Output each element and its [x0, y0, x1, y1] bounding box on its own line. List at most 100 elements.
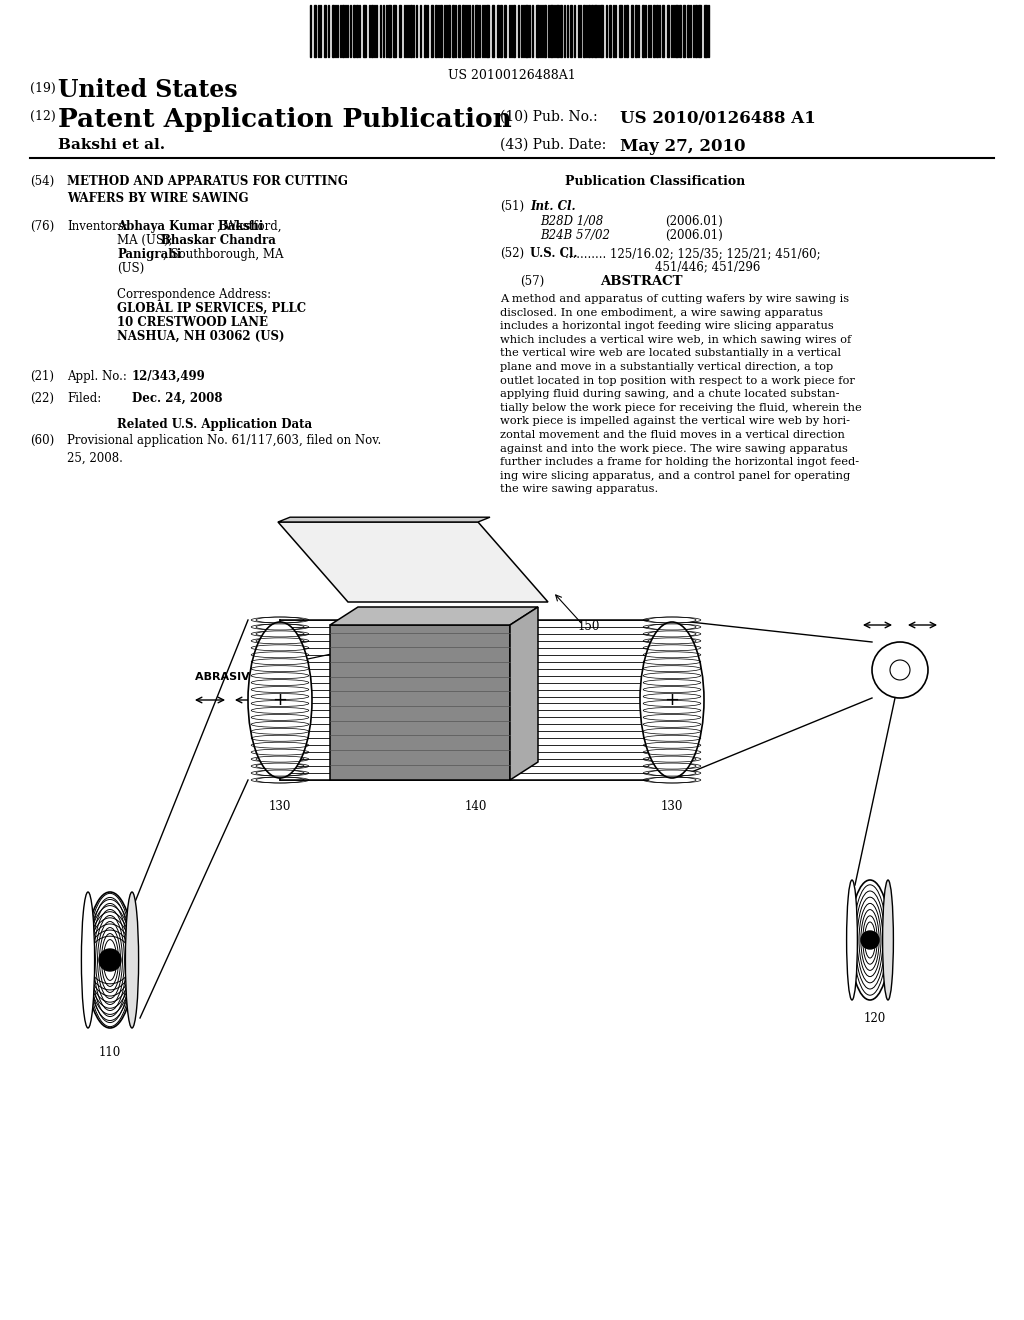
Bar	[424, 5, 426, 57]
Text: B28D 1/08: B28D 1/08	[540, 215, 603, 228]
Ellipse shape	[86, 892, 134, 1028]
Polygon shape	[330, 607, 538, 624]
Bar	[656, 5, 658, 57]
Ellipse shape	[648, 680, 696, 685]
Circle shape	[861, 931, 879, 949]
Ellipse shape	[648, 665, 696, 672]
Bar	[362, 5, 366, 57]
Ellipse shape	[648, 721, 696, 727]
Bar	[698, 5, 701, 57]
Bar	[452, 5, 454, 57]
Text: Bhaskar Chandra: Bhaskar Chandra	[161, 234, 275, 247]
Bar	[536, 5, 539, 57]
Text: MA (US);: MA (US);	[117, 234, 176, 247]
Text: Patent Application Publication: Patent Application Publication	[58, 107, 512, 132]
Ellipse shape	[648, 693, 696, 700]
Ellipse shape	[648, 686, 696, 693]
Text: Panigrahi: Panigrahi	[117, 248, 181, 261]
Ellipse shape	[648, 616, 696, 623]
Bar	[631, 5, 633, 57]
Ellipse shape	[883, 880, 893, 1001]
Ellipse shape	[648, 729, 696, 734]
Bar	[556, 5, 559, 57]
Bar	[462, 5, 464, 57]
Text: ........... 125/16.02; 125/35; 125/21; 451/60;: ........... 125/16.02; 125/35; 125/21; 4…	[565, 247, 820, 260]
Bar	[683, 5, 685, 57]
Text: , Southborough, MA: , Southborough, MA	[163, 248, 284, 261]
Bar	[431, 5, 433, 57]
Ellipse shape	[648, 652, 696, 657]
Text: US 2010/0126488 A1: US 2010/0126488 A1	[620, 110, 816, 127]
Bar	[513, 5, 515, 57]
Polygon shape	[510, 607, 538, 780]
Polygon shape	[278, 521, 548, 602]
Ellipse shape	[648, 756, 696, 762]
Ellipse shape	[648, 631, 696, 638]
Polygon shape	[278, 517, 490, 521]
Bar	[609, 5, 611, 57]
Text: (19): (19)	[30, 82, 55, 95]
Text: May 27, 2010: May 27, 2010	[620, 139, 745, 154]
Text: Provisional application No. 61/117,603, filed on Nov.
25, 2008.: Provisional application No. 61/117,603, …	[67, 434, 381, 465]
Text: ABRASIVE SLURRY: ABRASIVE SLURRY	[195, 672, 309, 682]
Text: 120: 120	[864, 1012, 886, 1026]
Ellipse shape	[648, 750, 696, 755]
Bar	[353, 5, 355, 57]
Text: U.S. Cl.: U.S. Cl.	[530, 247, 578, 260]
Bar	[500, 5, 502, 57]
Text: ABSTRACT: ABSTRACT	[600, 275, 683, 288]
Bar	[695, 5, 697, 57]
Bar	[475, 5, 478, 57]
Ellipse shape	[648, 708, 696, 713]
Ellipse shape	[648, 763, 696, 770]
Ellipse shape	[648, 714, 696, 721]
Text: GLOBAL IP SERVICES, PLLC: GLOBAL IP SERVICES, PLLC	[117, 302, 306, 315]
Ellipse shape	[125, 892, 138, 1028]
Bar	[504, 5, 506, 57]
Bar	[492, 5, 494, 57]
Ellipse shape	[648, 735, 696, 742]
Ellipse shape	[648, 659, 696, 665]
Text: (52): (52)	[500, 247, 524, 260]
Bar	[642, 5, 644, 57]
Bar	[570, 5, 572, 57]
Bar	[399, 5, 401, 57]
Bar	[410, 5, 412, 57]
Text: (10) Pub. No.:: (10) Pub. No.:	[500, 110, 598, 124]
Text: 130: 130	[660, 800, 683, 813]
Text: 130: 130	[269, 800, 291, 813]
Text: (US): (US)	[117, 261, 144, 275]
Text: Bakshi et al.: Bakshi et al.	[58, 139, 165, 152]
Ellipse shape	[648, 701, 696, 706]
Text: Related U.S. Application Data: Related U.S. Application Data	[117, 418, 312, 432]
Text: Filed:: Filed:	[67, 392, 101, 405]
Bar	[588, 5, 590, 57]
Text: (22): (22)	[30, 392, 54, 405]
Ellipse shape	[648, 742, 696, 748]
Bar	[662, 5, 664, 57]
Bar	[332, 5, 334, 57]
Bar	[635, 5, 637, 57]
Ellipse shape	[648, 770, 696, 776]
Text: Publication Classification: Publication Classification	[565, 176, 745, 187]
Bar	[560, 5, 562, 57]
Text: (12): (12)	[30, 110, 55, 123]
Ellipse shape	[648, 777, 696, 783]
Bar	[371, 5, 373, 57]
Text: 10 CRESTWOOD LANE: 10 CRESTWOOD LANE	[117, 315, 268, 329]
Text: 110: 110	[99, 1045, 121, 1059]
Bar	[435, 5, 437, 57]
Text: METHOD AND APPARATUS FOR CUTTING
WAFERS BY WIRE SAWING: METHOD AND APPARATUS FOR CUTTING WAFERS …	[67, 176, 348, 206]
Bar	[324, 5, 326, 57]
Bar	[594, 5, 597, 57]
Text: +: +	[272, 690, 288, 709]
Bar	[544, 5, 546, 57]
Ellipse shape	[640, 622, 705, 777]
Bar	[486, 5, 489, 57]
Text: Dec. 24, 2008: Dec. 24, 2008	[132, 392, 222, 405]
Ellipse shape	[847, 880, 857, 1001]
Ellipse shape	[81, 892, 94, 1028]
Bar	[393, 5, 396, 57]
Bar	[458, 5, 460, 57]
Text: Inventors:: Inventors:	[67, 220, 128, 234]
